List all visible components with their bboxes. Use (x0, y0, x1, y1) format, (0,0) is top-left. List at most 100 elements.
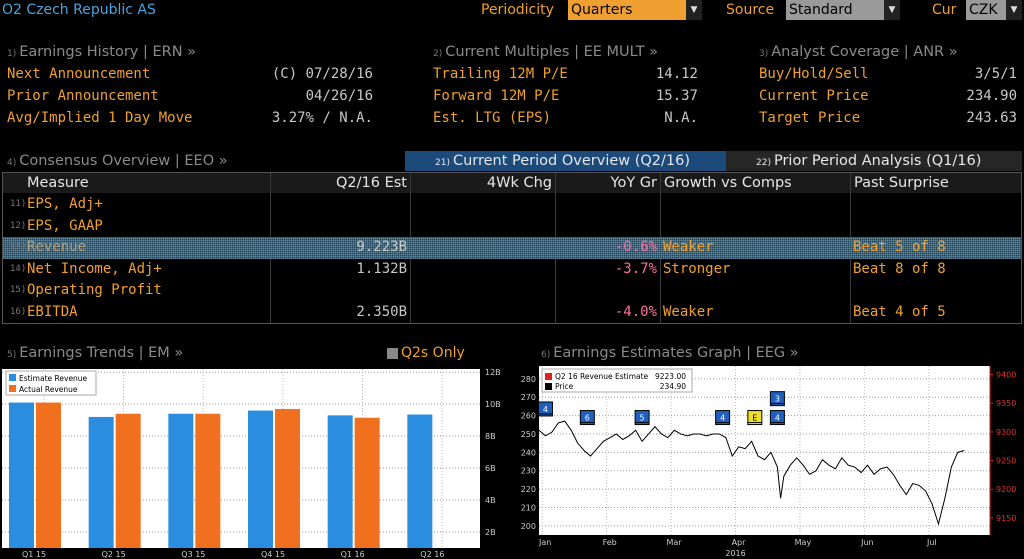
x-tick-label: Q1 16 (341, 550, 365, 559)
row-index: 11) (10, 199, 27, 209)
x-tick-label: Q2 15 (102, 550, 126, 559)
x-tick-label: Mar (667, 538, 683, 547)
bar (195, 413, 221, 548)
row-index: 15) (10, 285, 27, 296)
y-tick-label: 12B (485, 368, 501, 377)
row-value: 15.37 (655, 88, 698, 104)
past-surprise-cell: Beat 8 of 8 (853, 260, 946, 277)
legend-label: Actual Revenue (19, 385, 78, 394)
x-tick-label: Q4 15 (261, 550, 285, 559)
right-tick-label: 9350 (996, 399, 1016, 408)
current-multiples-link[interactable]: 2) Current Multiples | EE MULT » (433, 44, 658, 60)
legend-swatch (545, 383, 552, 390)
table-row[interactable]: 13) Revenue 9.223B -0.6% Weaker Beat 5 of 8 (3, 237, 1021, 259)
x-year-label: 2016 (725, 549, 745, 558)
legend-box (5, 370, 97, 396)
marker-label: 4 (775, 414, 780, 423)
estimate-cell: 1.132B (356, 260, 407, 277)
section-index: 2) (433, 49, 443, 59)
marker-box (747, 410, 763, 426)
legend-label: Q2 16 Revenue Estimate (555, 372, 649, 381)
list-item: Avg/Implied 1 Day Move 3.27% / N.A. (7, 110, 373, 132)
consensus-overview-link[interactable]: 4) Consensus Overview | EEO » (7, 153, 228, 169)
chevron-down-icon[interactable]: ▼ (884, 0, 900, 20)
x-tick-label: May (795, 538, 812, 547)
x-tick-label: Jun (860, 538, 874, 547)
section-index: 5) (7, 350, 17, 360)
checkbox-icon[interactable] (387, 347, 398, 359)
bar (354, 417, 380, 548)
marker-box (634, 410, 650, 426)
list-item: Buy/Hold/Sell 3/5/1 (759, 66, 1017, 88)
column-header[interactable]: Measure (3, 173, 270, 193)
yoy-growth-cell: -0.6% (614, 239, 657, 256)
earnings-trends-link[interactable]: 5) Earnings Trends | EM » (7, 345, 183, 361)
yoy-growth-cell: -3.7% (614, 260, 657, 277)
estimate-marker: 4 (715, 410, 731, 426)
tab-prior-period[interactable]: 22) Prior Period Analysis (Q1/16) (726, 151, 1022, 171)
periodicity-dropdown[interactable]: Quarters ▼ (568, 0, 702, 20)
left-tick-label: 200 (521, 522, 536, 531)
source-dropdown[interactable]: Standard ▼ (786, 0, 900, 20)
row-label: Target Price (759, 110, 861, 126)
row-value: 14.12 (655, 66, 698, 82)
earnings-estimates-chart: 200 210 220 230 240 250 260 270 280 9150 9200 9250 9… (521, 366, 1016, 558)
row-index: 13) (10, 242, 27, 253)
bar (248, 410, 273, 548)
right-tick-label: 9200 (996, 485, 1016, 494)
bar (88, 416, 114, 548)
table-row[interactable]: 16) EBITDA 2.350B -4.0% Weaker Beat 4 of 5 (3, 302, 1021, 324)
column-header[interactable]: Growth vs Comps (661, 173, 850, 193)
marker-box (537, 401, 553, 417)
source-value: Standard (786, 0, 884, 20)
list-item: Current Price 234.90 (759, 88, 1017, 110)
x-tick-label: Q3 15 (181, 550, 205, 559)
tab-current-period[interactable]: 21) Current Period Overview (Q2/16) (405, 151, 726, 171)
marker-box (769, 410, 785, 426)
column-header[interactable]: YoY Gr (556, 173, 660, 193)
row-index: 12) (10, 220, 27, 231)
right-tick-label: 9250 (996, 457, 1016, 466)
row-value: N.A. (664, 110, 698, 126)
y-tick-label: 2B (485, 528, 496, 537)
currency-value: CZK (966, 0, 1006, 20)
marker-label: E (752, 414, 757, 423)
right-tick-label: 9400 (996, 371, 1016, 380)
list-item: Forward 12M P/E 15.37 (433, 88, 698, 110)
section-title: Earnings Estimates Graph | EEG » (553, 345, 799, 361)
column-header[interactable]: Q2/16 Est (271, 173, 410, 193)
y-tick-label: 8B (485, 432, 496, 441)
column-header[interactable]: 4Wk Chg (411, 173, 555, 193)
legend-label: Estimate Revenue (19, 374, 88, 383)
analyst-coverage-link[interactable]: 3) Analyst Coverage | ANR » (759, 44, 958, 60)
currency-dropdown[interactable]: CZK ▼ (966, 0, 1022, 20)
x-tick-label: Q2 16 (420, 550, 444, 559)
chevron-down-icon[interactable]: ▼ (686, 0, 702, 20)
table-row[interactable]: 11) EPS, Adj+ (3, 194, 1021, 216)
table-row[interactable]: 15) Operating Profit (3, 280, 1021, 302)
row-value: 3.27% / N.A. (271, 110, 373, 126)
section-index: 4) (7, 158, 17, 168)
left-tick-label: 240 (521, 448, 536, 457)
table-row[interactable]: 14) Net Income, Adj+ 1.132B -3.7% Stronger Be… (3, 259, 1021, 281)
currency-label: Cur (932, 2, 957, 18)
left-tick-label: 210 (521, 503, 536, 512)
legend-value: 234.90 (660, 382, 686, 391)
chart-legend: Q2 16 Revenue Estimate 9223.00 Price 234.90 (541, 368, 693, 393)
earnings-estimates-link[interactable]: 6) Earnings Estimates Graph | EEG » (541, 345, 799, 361)
section-title: Consensus Overview | EEO » (19, 153, 228, 169)
tab-label: Prior Period Analysis (Q1/16) (773, 153, 982, 169)
table-row[interactable]: 12) EPS, GAAP (3, 216, 1021, 238)
left-tick-label: 220 (521, 485, 536, 494)
row-index: 16) (10, 307, 27, 317)
measure-cell: Revenue (27, 239, 87, 256)
earnings-history-link[interactable]: 1) Earnings History | ERN » (7, 44, 196, 60)
marker-label: 6 (585, 414, 590, 423)
column-header[interactable]: Past Surprise (851, 173, 1021, 193)
consensus-table: Measure Q2/16 Est 4Wk Chg YoY Gr Growth … (2, 172, 1022, 324)
chevron-down-icon[interactable]: ▼ (1006, 0, 1022, 20)
periodicity-label: Periodicity (481, 2, 554, 18)
measure-cell: EPS, Adj+ (27, 196, 103, 212)
q2s-only-toggle[interactable]: Q2s Only (387, 345, 465, 361)
tab-label: Current Period Overview (Q2/16) (452, 153, 691, 169)
